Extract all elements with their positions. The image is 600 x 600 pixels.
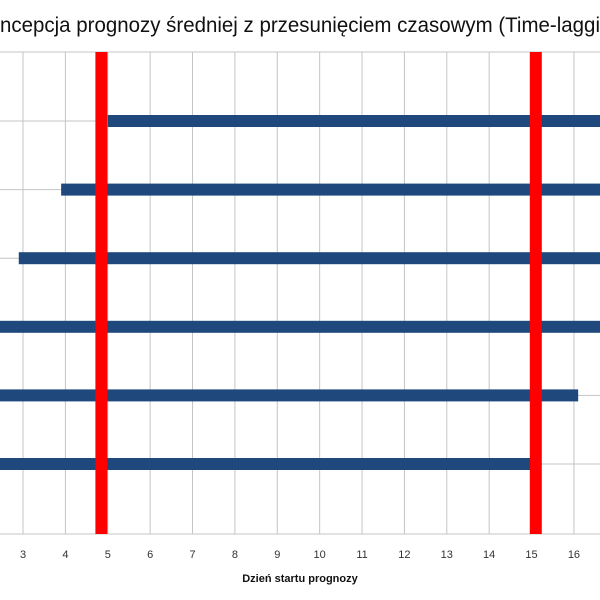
x-tick-label: 8	[232, 549, 238, 561]
x-axis-label: Dzień startu prognozy	[242, 573, 358, 585]
x-tick-label: 4	[62, 549, 68, 561]
forecast-range-bar	[0, 458, 532, 470]
x-tick-label: 3	[20, 549, 26, 561]
x-tick-label: 14	[483, 549, 495, 561]
x-tick-label: 6	[147, 549, 153, 561]
forecast-range-bar	[0, 389, 579, 402]
reference-line	[95, 52, 108, 534]
reference-line	[529, 52, 542, 534]
x-tick-label: 9	[274, 549, 280, 561]
x-tick-label: 7	[189, 549, 195, 561]
x-tick-label: 16	[568, 549, 580, 561]
x-tick-label: 13	[441, 549, 453, 561]
x-tick-label: 5	[105, 549, 111, 561]
forecast-range-bar	[18, 252, 600, 265]
x-tick-label: 15	[525, 549, 537, 561]
x-tick-label: 12	[398, 549, 410, 561]
forecast-range-bar	[61, 183, 600, 196]
chart-title: ncepcja prognozy średniej z przesunięcie…	[0, 14, 600, 37]
x-tick-label: 11	[356, 549, 367, 561]
forecast-range-bar	[107, 115, 600, 127]
forecast-range-bar	[0, 320, 600, 333]
x-tick-label: 10	[314, 549, 326, 561]
